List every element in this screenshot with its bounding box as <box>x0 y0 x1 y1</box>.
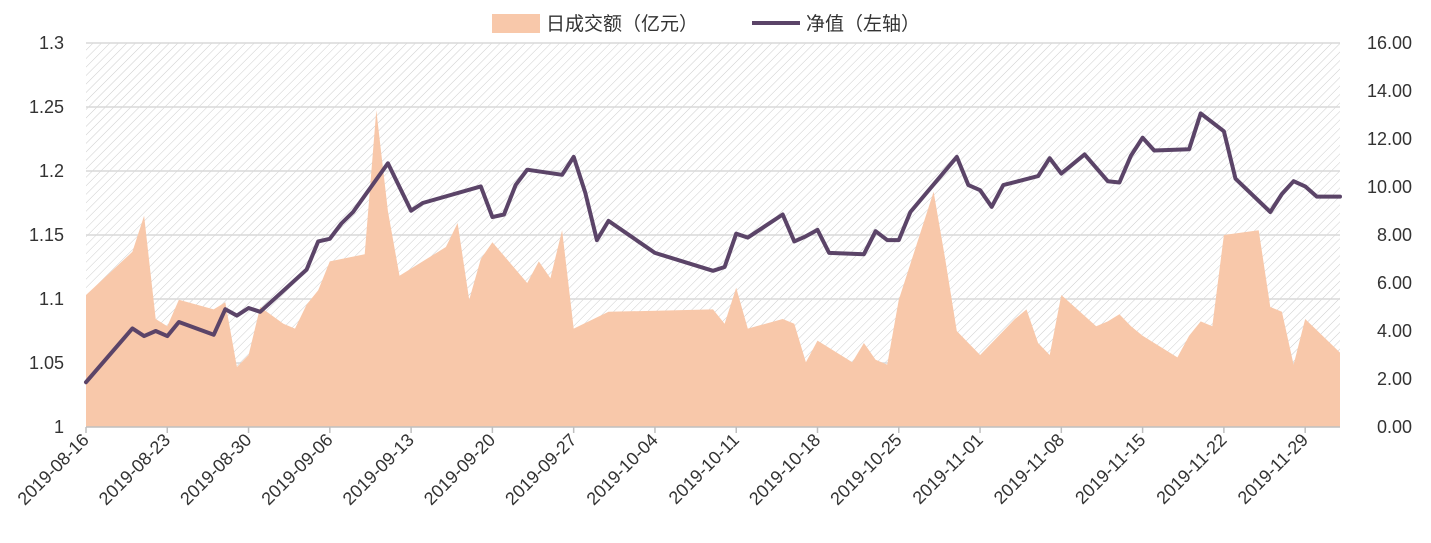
x-tick-label: 2019-08-23 <box>95 430 174 509</box>
x-tick-label: 2019-10-25 <box>826 430 905 509</box>
x-tick-label: 2019-11-08 <box>990 430 1068 508</box>
y-left-tick-label: 1.05 <box>29 353 64 373</box>
nav-line-series <box>84 111 1342 385</box>
y-right-tick-label: 14.00 <box>1367 81 1412 101</box>
legend-label-area: 日成交额（亿元） <box>546 13 698 35</box>
x-tick-label: 2019-11-01 <box>909 430 987 508</box>
nav-line <box>84 111 1342 385</box>
legend-label-line: 净值（左轴） <box>806 13 920 35</box>
y-left-tick-label: 1.15 <box>29 225 64 245</box>
x-tick-label: 2019-10-04 <box>583 430 662 509</box>
x-tick-label: 2019-10-11 <box>665 430 743 508</box>
legend-swatch-area <box>492 14 540 33</box>
y-left-tick-label: 1.1 <box>39 289 64 309</box>
x-tick-label: 2019-10-18 <box>745 430 824 509</box>
legend: 日成交额（亿元） 净值（左轴） <box>492 13 920 35</box>
y-right-tick-label: 12.00 <box>1367 129 1412 149</box>
x-tick-label: 2019-09-13 <box>339 430 418 509</box>
y-right-tick-label: 6.00 <box>1377 273 1412 293</box>
x-tick-label: 2019-09-27 <box>501 430 580 509</box>
y-left-tick-label: 1.2 <box>39 161 64 181</box>
y-right-tick-label: 10.00 <box>1367 177 1412 197</box>
y-right-tick-label: 0.00 <box>1377 417 1412 437</box>
x-tick-label: 2019-09-06 <box>257 430 336 509</box>
x-tick-label: 2019-11-22 <box>1152 430 1230 508</box>
y-left-tick-label: 1.25 <box>29 97 64 117</box>
x-tick-label: 2019-11-15 <box>1071 430 1149 508</box>
y-right-tick-label: 16.00 <box>1367 33 1412 53</box>
y-right-tick-label: 2.00 <box>1377 369 1412 389</box>
y-right-tick-label: 8.00 <box>1377 225 1412 245</box>
trading-volume-area-series <box>86 110 1340 427</box>
x-tick-label: 2019-08-16 <box>14 430 93 509</box>
y-left-tick-label: 1.3 <box>39 33 64 53</box>
y-left-tick-label: 1 <box>54 417 64 437</box>
y-right-tick-label: 4.00 <box>1377 321 1412 341</box>
x-tick-label: 2019-09-20 <box>420 430 499 509</box>
x-tick-label: 2019-11-29 <box>1234 430 1312 508</box>
x-tick-label: 2019-08-30 <box>176 430 255 509</box>
volume-area <box>86 110 1340 427</box>
